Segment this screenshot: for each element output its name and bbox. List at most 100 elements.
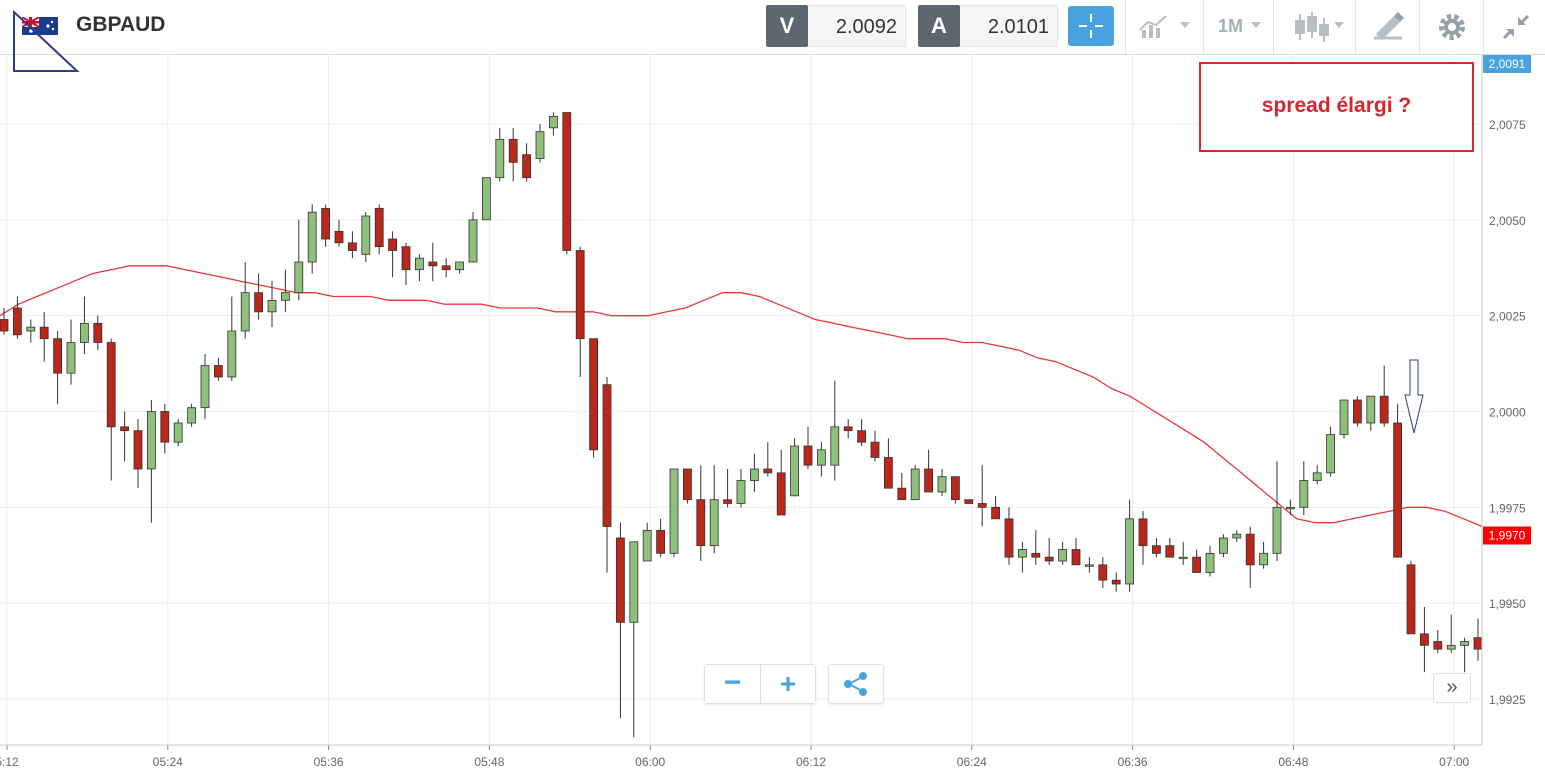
y-tick-label: 1,9950 bbox=[1489, 597, 1526, 611]
candle-body-up bbox=[535, 131, 545, 159]
candle bbox=[1219, 534, 1228, 558]
candle-body-up bbox=[910, 468, 920, 501]
collapse-icon bbox=[1502, 14, 1530, 40]
candle bbox=[951, 476, 960, 504]
candle bbox=[80, 296, 89, 354]
candle bbox=[307, 204, 317, 274]
collapse-button[interactable] bbox=[1483, 0, 1545, 54]
candle bbox=[629, 541, 639, 738]
chart-type-button[interactable] bbox=[1125, 0, 1204, 54]
candle-body-down bbox=[1433, 641, 1443, 650]
candle-body-up bbox=[495, 138, 505, 179]
candle-body-up bbox=[240, 292, 250, 332]
candle bbox=[535, 124, 545, 163]
chart-type-icon bbox=[1139, 15, 1190, 38]
candle-body-up bbox=[481, 177, 491, 221]
axes: 1,9925 1,9950 1,9975 2,0000 2,0025 2,0050 2,00… bbox=[0, 55, 1531, 769]
candle-body-down bbox=[723, 499, 732, 504]
candle-body-up bbox=[414, 257, 424, 271]
x-tick-label: 06:12 bbox=[796, 755, 826, 769]
candle-body-up bbox=[830, 426, 840, 466]
candle bbox=[843, 419, 853, 439]
candle bbox=[280, 269, 290, 312]
candle bbox=[441, 258, 451, 278]
candle bbox=[750, 453, 759, 492]
drawing-tool-icon bbox=[1374, 12, 1404, 40]
candle bbox=[468, 212, 478, 263]
candle-body-down bbox=[374, 207, 384, 248]
candle bbox=[414, 254, 424, 282]
sell-label[interactable]: V bbox=[766, 5, 808, 47]
candle bbox=[106, 338, 116, 481]
buy-label[interactable]: A bbox=[918, 5, 960, 47]
candle-body-up bbox=[200, 365, 210, 409]
sell-price[interactable]: 2.0092 bbox=[808, 5, 906, 47]
buy-price[interactable]: 2.0101 bbox=[960, 5, 1058, 47]
candle-body-down bbox=[575, 250, 585, 340]
candle-body-down bbox=[843, 426, 853, 432]
candle bbox=[1299, 461, 1309, 515]
candle bbox=[146, 400, 156, 523]
candle-body-up bbox=[549, 115, 558, 129]
scroll-right-button[interactable]: » bbox=[1433, 673, 1471, 703]
timeframe-button[interactable] bbox=[1203, 0, 1274, 54]
candle-body-down bbox=[522, 154, 531, 179]
candle-body-up bbox=[80, 322, 89, 343]
x-tick-label: 05:48 bbox=[474, 755, 504, 769]
candle bbox=[160, 403, 170, 454]
candle-body-down bbox=[1111, 579, 1121, 585]
candle bbox=[12, 296, 22, 339]
x-tick-label: 06:24 bbox=[957, 755, 987, 769]
candle-body-down bbox=[120, 426, 129, 432]
zoom-in-button[interactable]: + bbox=[779, 668, 797, 699]
candle bbox=[1420, 607, 1429, 673]
candle bbox=[870, 430, 880, 462]
crosshair-icon bbox=[1079, 14, 1103, 38]
candle-body-up bbox=[1299, 480, 1309, 508]
candle bbox=[1111, 572, 1121, 592]
candle-body-down bbox=[562, 112, 572, 251]
candle bbox=[897, 472, 907, 501]
candle-body-down bbox=[1192, 556, 1201, 573]
candle-body-down bbox=[334, 230, 344, 244]
moving-average-layer bbox=[0, 265, 1483, 528]
candle bbox=[589, 338, 598, 458]
candle-body-up bbox=[455, 261, 465, 271]
candles-layer bbox=[0, 112, 1483, 738]
drawing-tool-button[interactable] bbox=[1355, 0, 1420, 54]
candle bbox=[120, 411, 129, 462]
candle-body-up bbox=[1272, 506, 1282, 554]
zoom-out-button[interactable]: − bbox=[723, 666, 742, 699]
candle-body-down bbox=[160, 411, 170, 443]
candle-body-up bbox=[1018, 549, 1027, 558]
candle bbox=[964, 499, 974, 504]
candle-body-down bbox=[12, 307, 22, 336]
candle bbox=[937, 469, 947, 496]
candle-body-up bbox=[642, 529, 652, 562]
settings-button[interactable] bbox=[1419, 0, 1484, 54]
candle-body-down bbox=[401, 246, 411, 271]
candle-body-down bbox=[1473, 637, 1483, 650]
candlestick-chart[interactable]: 1,9925 1,9950 1,9975 2,0000 2,0025 2,0050 2,00… bbox=[0, 55, 1545, 782]
candle bbox=[1326, 426, 1335, 477]
candle bbox=[642, 522, 652, 562]
candle-body-down bbox=[924, 468, 933, 493]
candle bbox=[776, 449, 786, 516]
candle-body-down bbox=[857, 430, 866, 443]
candle bbox=[53, 331, 62, 404]
candle-body-up bbox=[468, 219, 478, 263]
crosshair-button[interactable] bbox=[1068, 6, 1114, 46]
candle bbox=[1460, 637, 1469, 673]
zoom-divider bbox=[760, 665, 761, 703]
x-tick-label: 05:24 bbox=[153, 755, 183, 769]
candle bbox=[857, 419, 866, 446]
candle-body-down bbox=[1138, 518, 1148, 547]
candle-body-down bbox=[1379, 395, 1389, 424]
y-tick-label: 1,9975 bbox=[1489, 501, 1526, 515]
candle bbox=[616, 522, 625, 719]
candlestick-type-button[interactable] bbox=[1273, 0, 1356, 54]
candle bbox=[1433, 630, 1443, 653]
candle bbox=[66, 319, 76, 385]
share-button[interactable] bbox=[828, 664, 884, 704]
candle bbox=[455, 261, 465, 274]
